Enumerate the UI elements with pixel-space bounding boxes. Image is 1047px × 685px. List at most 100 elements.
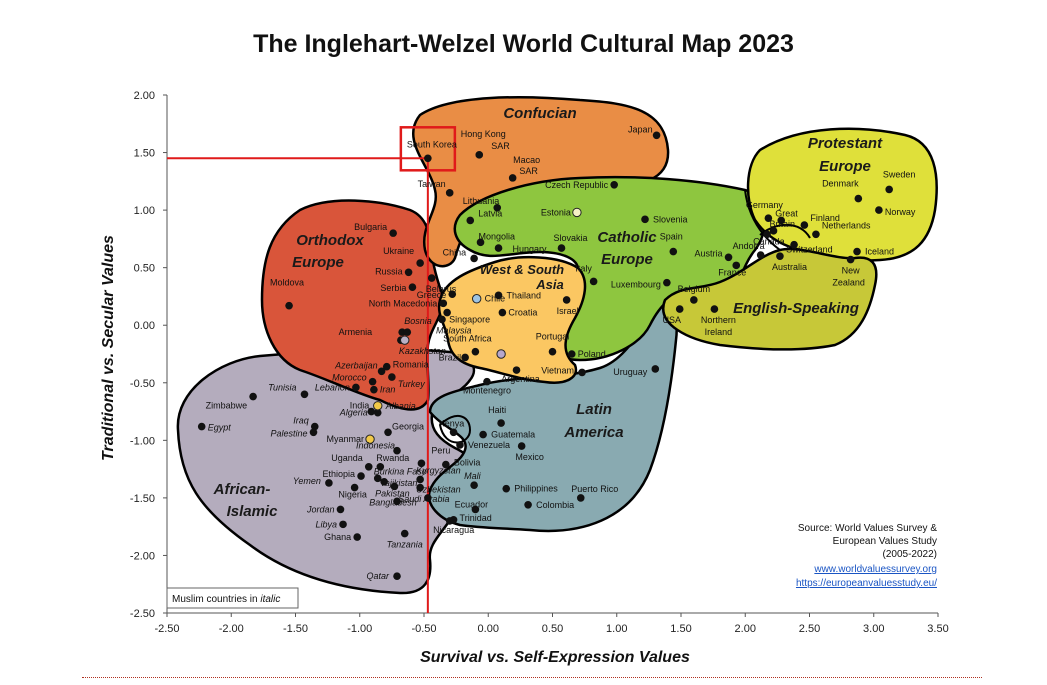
country-label: Bangladesh bbox=[369, 497, 417, 507]
x-tick-label: -1.00 bbox=[347, 623, 372, 635]
country-point bbox=[471, 505, 480, 514]
country-point bbox=[576, 494, 585, 502]
country-point bbox=[875, 206, 883, 214]
country-label: India bbox=[350, 401, 370, 411]
country-label: New bbox=[842, 266, 861, 276]
country-label: Belgium bbox=[678, 284, 711, 294]
country-point bbox=[393, 497, 401, 506]
country-label: Japan bbox=[628, 124, 653, 134]
country-point bbox=[853, 247, 861, 256]
country-label: Iceland bbox=[865, 247, 894, 257]
country-point bbox=[578, 368, 586, 377]
country-point bbox=[669, 247, 678, 256]
country-point bbox=[390, 482, 399, 491]
border-catholic-protestant bbox=[744, 189, 781, 251]
svg-text:Catholic: Catholic bbox=[597, 229, 657, 246]
country-point bbox=[776, 252, 784, 260]
country-point bbox=[285, 301, 293, 310]
evs-link[interactable]: https://europeanvaluesstudy.eu/ bbox=[796, 578, 937, 589]
country-point bbox=[400, 529, 409, 538]
svg-text:Europe: Europe bbox=[292, 254, 344, 271]
country-point bbox=[769, 227, 778, 235]
country-label: Greece bbox=[417, 290, 447, 300]
country-point bbox=[497, 419, 505, 427]
country-point bbox=[562, 296, 571, 304]
country-label: Tanzania bbox=[387, 540, 423, 550]
region-label-confucian: Confucian bbox=[503, 105, 576, 122]
country-point bbox=[249, 392, 257, 401]
region-catholic-europe bbox=[453, 175, 767, 362]
country-label: Mexico bbox=[515, 452, 544, 462]
country-label: Croatia bbox=[508, 308, 537, 318]
highlight-crosshair bbox=[167, 126, 457, 613]
country-point bbox=[388, 373, 396, 381]
open-marker bbox=[373, 401, 383, 411]
country-label: Moldova bbox=[270, 278, 304, 288]
country-point bbox=[777, 216, 786, 225]
country-label: Ghana bbox=[324, 532, 351, 542]
country-point bbox=[471, 347, 480, 356]
open-marker bbox=[400, 335, 410, 345]
country-point bbox=[475, 151, 484, 159]
y-axis-title: Traditional vs. Secular Values bbox=[100, 235, 117, 461]
country-label: Kenya bbox=[439, 418, 465, 428]
country-point bbox=[373, 474, 382, 483]
country-point bbox=[350, 483, 359, 492]
svg-text:Latin: Latin bbox=[576, 401, 612, 418]
source-line-2: European Values Study bbox=[833, 536, 937, 547]
country-label: Tunisia bbox=[268, 382, 296, 392]
country-point bbox=[502, 484, 511, 493]
y-tick-label: 1.00 bbox=[134, 205, 155, 217]
country-label: SAR bbox=[491, 141, 510, 151]
x-ticks: -2.50 -2.00 -1.50 -1.00 -0.50 0.00 0.50 1.00 1.5… bbox=[154, 613, 949, 635]
x-tick-label: 1.50 bbox=[670, 623, 691, 635]
country-point bbox=[476, 238, 485, 247]
country-point bbox=[846, 255, 855, 264]
country-point bbox=[456, 441, 464, 449]
footer-divider bbox=[82, 677, 982, 678]
country-point bbox=[427, 274, 436, 282]
country-label: Italy bbox=[575, 263, 592, 273]
x-tick-label: 3.00 bbox=[863, 623, 884, 635]
y-tick-label: 0.50 bbox=[134, 263, 155, 275]
country-label: Germany bbox=[746, 200, 784, 210]
country-point bbox=[790, 240, 798, 249]
country-label: Palestine bbox=[270, 428, 307, 438]
open-marker bbox=[471, 294, 482, 304]
country-point bbox=[393, 572, 401, 580]
country-label: Switzerland bbox=[786, 245, 833, 255]
country-label: Estonia bbox=[541, 207, 571, 217]
country-point bbox=[336, 505, 345, 514]
country-label: Hong Kong bbox=[461, 129, 506, 139]
country-point bbox=[466, 216, 475, 225]
country-label: Netherlands bbox=[822, 220, 871, 230]
country-label: Finland bbox=[810, 213, 840, 223]
country-point bbox=[710, 305, 719, 313]
country-label: Malaysia bbox=[436, 325, 472, 335]
country-label: Mongolia bbox=[479, 231, 516, 241]
country-label: Austria bbox=[695, 248, 723, 258]
y-ticks: 2.00 1.50 1.00 0.50 0.00 -0.50 -1.00 -1.50 -2.00… bbox=[130, 90, 167, 620]
country-label: Thailand bbox=[507, 290, 542, 300]
country-label: Macao bbox=[513, 155, 540, 165]
country-label: Poland bbox=[578, 349, 606, 359]
border-kenya-pocket bbox=[438, 415, 472, 444]
country-label: Israel bbox=[557, 306, 579, 316]
country-label: Azerbaijan bbox=[334, 360, 378, 370]
country-point bbox=[364, 463, 373, 471]
country-label: Norway bbox=[885, 207, 916, 217]
svg-text:Orthodox: Orthodox bbox=[296, 232, 364, 249]
country-point bbox=[384, 428, 392, 437]
wvs-link[interactable]: www.worldvaluessurvey.org bbox=[813, 564, 937, 575]
x-tick-label: 2.50 bbox=[799, 623, 820, 635]
x-axis-title: Survival vs. Self-Expression Values bbox=[420, 649, 690, 666]
country-label: Argentina bbox=[501, 374, 540, 384]
country-label: Taiwan bbox=[418, 179, 446, 189]
country-label: Puerto Rico bbox=[571, 484, 618, 494]
country-point bbox=[756, 251, 765, 259]
country-point bbox=[445, 189, 454, 197]
x-tick-label: -2.50 bbox=[154, 623, 179, 635]
country-point bbox=[610, 180, 618, 189]
country-label: Qatar bbox=[366, 571, 390, 581]
